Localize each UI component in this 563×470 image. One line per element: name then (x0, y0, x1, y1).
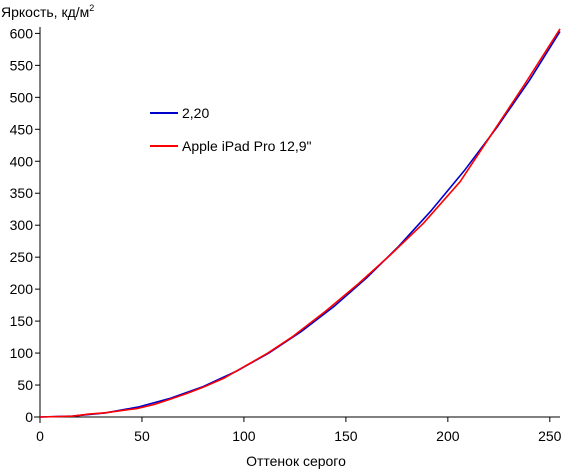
y-tick-label: 450 (10, 121, 34, 137)
x-tick-label: 100 (232, 428, 256, 444)
y-tick-label: 550 (10, 57, 34, 73)
x-tick-label: 150 (334, 428, 358, 444)
y-tick-label: 50 (17, 377, 33, 393)
y-tick-label: 350 (10, 185, 34, 201)
y-tick-label: 150 (10, 313, 34, 329)
y-axis-title-superscript: 2 (89, 3, 94, 13)
y-tick-label: 200 (10, 281, 34, 297)
x-axis-title: Оттенок серого (246, 453, 346, 469)
series-line-2 (39, 28, 561, 418)
legend-label-2: Apple iPad Pro 12,9" (182, 138, 312, 154)
y-tick-label: 400 (10, 153, 34, 169)
x-tick-label: 250 (538, 428, 562, 444)
y-axis: 0 50 100 150 200 250 300 350 400 450 500 550 600 (10, 25, 40, 425)
y-tick-label: 600 (10, 25, 34, 41)
series-line-1 (39, 31, 561, 418)
legend: 2,20 Apple iPad Pro 12,9" (150, 105, 312, 154)
y-tick-label: 0 (25, 409, 33, 425)
x-tick-label: 0 (36, 428, 44, 444)
y-axis-title-text: Яркость, кд/м (1, 4, 89, 20)
series-layer (39, 28, 561, 418)
y-axis-title: Яркость, кд/м2 (1, 3, 94, 20)
y-tick-label: 500 (10, 89, 34, 105)
x-axis: 0 50 100 150 200 250 (36, 417, 562, 444)
y-tick-label: 250 (10, 249, 34, 265)
legend-label-1: 2,20 (182, 105, 209, 121)
x-tick-label: 50 (134, 428, 150, 444)
x-tick-label: 200 (436, 428, 460, 444)
y-tick-label: 100 (10, 345, 34, 361)
y-tick-label: 300 (10, 217, 34, 233)
